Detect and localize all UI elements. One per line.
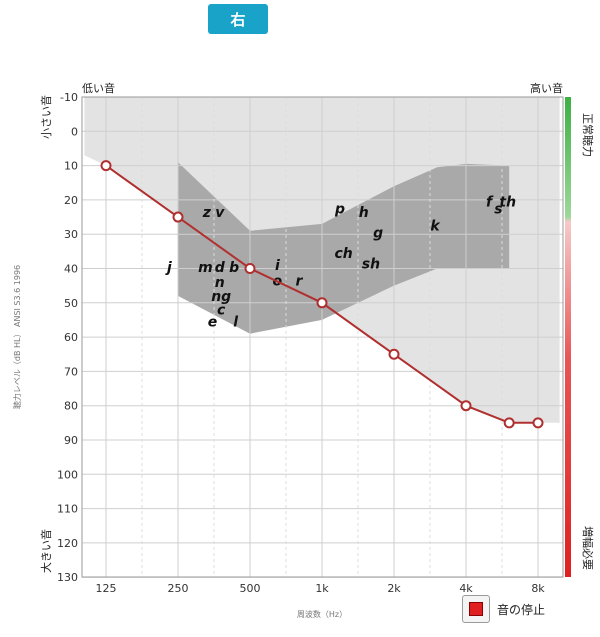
- normal-hearing-label: 正常聴力: [581, 113, 594, 157]
- threshold-markers: [100, 160, 544, 429]
- phoneme-label: v: [215, 205, 225, 221]
- y-tick-label: 90: [64, 434, 78, 447]
- threshold-point: [388, 348, 400, 360]
- phoneme-label: k: [430, 219, 441, 235]
- threshold-point: [460, 400, 472, 412]
- stop-sound-label: 音の停止: [497, 603, 546, 617]
- phoneme-label: ch: [334, 246, 352, 262]
- threshold-point: [172, 211, 184, 223]
- high-sound-label: 高い音: [530, 81, 563, 95]
- y-tick-label: 40: [64, 263, 78, 276]
- phoneme-label: sh: [362, 256, 380, 272]
- threshold-point: [503, 417, 515, 429]
- threshold-point: [532, 417, 544, 429]
- stop-sound-button[interactable]: [462, 595, 490, 623]
- y-tick-label: 10: [64, 160, 78, 173]
- threshold-point: [244, 263, 256, 274]
- y-axis-title: 聴力レベル（dB HL） ANSI S3.6 1996: [12, 265, 22, 409]
- loud-sound-label: 大きい音: [39, 529, 53, 573]
- phoneme-label: d: [215, 260, 226, 276]
- phoneme-label: th: [499, 195, 516, 211]
- stop-icon: [469, 602, 483, 616]
- x-tick-label: 1k: [315, 582, 329, 595]
- y-tick-label: 0: [71, 125, 78, 138]
- y-tick-label: 80: [64, 400, 78, 413]
- phoneme-label: p: [334, 201, 345, 217]
- y-tick-label: 20: [64, 194, 78, 207]
- x-tick-label: 4k: [459, 582, 473, 595]
- phoneme-label: c: [217, 303, 226, 319]
- right-ear-tab[interactable]: 右: [208, 4, 268, 34]
- phoneme-label: s: [494, 201, 502, 217]
- y-tick-label: 120: [57, 537, 78, 550]
- hearing-scale-bar: [565, 97, 571, 577]
- quiet-sound-label: 小さい音: [39, 95, 53, 139]
- phoneme-label: n: [215, 275, 225, 291]
- phoneme-label: m: [198, 260, 213, 276]
- x-tick-label: 8k: [531, 582, 545, 595]
- phoneme-label: e: [208, 315, 218, 331]
- phoneme-label: l: [233, 315, 238, 331]
- y-tick-label: 30: [64, 228, 78, 241]
- phoneme-label: ng: [211, 289, 231, 305]
- x-tick-label: 250: [168, 582, 189, 595]
- phoneme-label: j: [165, 260, 172, 276]
- phoneme-label: b: [229, 260, 239, 276]
- phoneme-label: r: [296, 274, 304, 290]
- y-tick-label: 70: [64, 365, 78, 378]
- x-axis-title: 周波数（Hz）: [297, 609, 347, 619]
- phoneme-label: g: [373, 225, 383, 241]
- threshold-point: [316, 297, 328, 309]
- y-tick-label: 100: [57, 468, 78, 481]
- y-tick-label: 110: [57, 503, 78, 516]
- y-tick-label: 50: [64, 297, 78, 310]
- y-tick-label: 130: [57, 571, 78, 584]
- x-tick-label: 125: [96, 582, 117, 595]
- x-tick-label: 2k: [387, 582, 401, 595]
- y-tick-label: -10: [60, 91, 78, 104]
- phoneme-label: z: [202, 205, 212, 221]
- x-tick-label: 500: [240, 582, 261, 595]
- hearing-threshold-line: [105, 164, 538, 424]
- amplification-needed-label: 増幅必要: [581, 526, 594, 570]
- speech-banana: [178, 162, 510, 334]
- threshold-point: [100, 160, 112, 172]
- y-axis-ticks: -10 0 10 20 30 40 50 60 70 80 90 100 110 120 130: [57, 91, 78, 584]
- phoneme-label: h: [359, 205, 369, 221]
- x-axis-ticks: 125 250 500 1k 2k 4k 8k: [96, 582, 546, 595]
- phoneme-label: i: [275, 258, 280, 274]
- low-sound-label: 低い音: [82, 81, 115, 95]
- phoneme-label: f: [486, 195, 494, 211]
- y-tick-label: 60: [64, 331, 78, 344]
